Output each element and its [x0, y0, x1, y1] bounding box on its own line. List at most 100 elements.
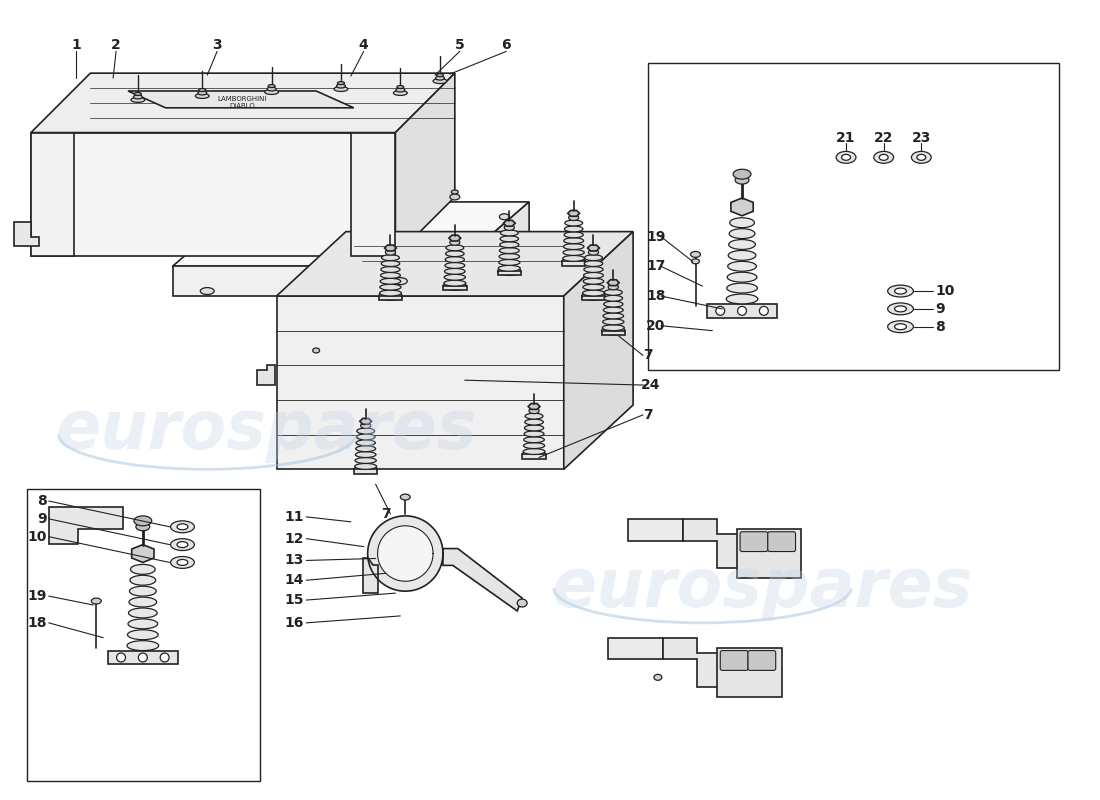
Ellipse shape: [267, 87, 276, 91]
Polygon shape: [454, 202, 529, 296]
Ellipse shape: [917, 154, 926, 160]
Polygon shape: [587, 245, 600, 251]
Ellipse shape: [91, 598, 101, 604]
Polygon shape: [395, 73, 454, 256]
Text: 9: 9: [37, 512, 47, 526]
Ellipse shape: [356, 434, 375, 440]
Ellipse shape: [170, 557, 195, 568]
Polygon shape: [377, 526, 433, 582]
Ellipse shape: [356, 440, 375, 446]
Polygon shape: [737, 529, 802, 578]
Polygon shape: [504, 220, 515, 226]
Ellipse shape: [727, 272, 757, 282]
Text: 22: 22: [873, 130, 893, 145]
Ellipse shape: [382, 254, 399, 261]
Text: 4: 4: [359, 38, 369, 53]
Ellipse shape: [564, 226, 583, 232]
Ellipse shape: [583, 278, 604, 284]
Ellipse shape: [604, 290, 623, 295]
Ellipse shape: [564, 220, 583, 226]
Ellipse shape: [727, 283, 758, 293]
Ellipse shape: [385, 250, 396, 255]
Ellipse shape: [433, 78, 447, 83]
Polygon shape: [276, 296, 564, 470]
Ellipse shape: [500, 236, 518, 242]
Ellipse shape: [504, 225, 515, 230]
Polygon shape: [132, 545, 154, 562]
Text: 10: 10: [28, 530, 47, 544]
Ellipse shape: [128, 619, 157, 629]
Ellipse shape: [437, 74, 443, 77]
Ellipse shape: [894, 288, 906, 294]
Ellipse shape: [134, 516, 152, 526]
Ellipse shape: [499, 248, 519, 254]
Ellipse shape: [733, 170, 751, 179]
Ellipse shape: [444, 262, 465, 269]
Ellipse shape: [381, 273, 400, 278]
Text: 13: 13: [285, 554, 305, 567]
Polygon shape: [256, 366, 275, 385]
Text: 2: 2: [111, 38, 121, 53]
Ellipse shape: [524, 442, 544, 449]
Ellipse shape: [361, 422, 371, 429]
Ellipse shape: [564, 232, 583, 238]
Text: 17: 17: [646, 259, 666, 274]
Polygon shape: [360, 418, 372, 424]
Text: 11: 11: [285, 510, 305, 524]
Ellipse shape: [381, 266, 400, 273]
Bar: [28, 489, 260, 782]
Polygon shape: [443, 549, 522, 611]
Ellipse shape: [653, 674, 662, 680]
Ellipse shape: [692, 259, 700, 264]
Ellipse shape: [894, 306, 906, 312]
Polygon shape: [276, 232, 634, 296]
Ellipse shape: [498, 259, 520, 266]
Ellipse shape: [170, 538, 195, 550]
Ellipse shape: [562, 257, 585, 266]
Polygon shape: [48, 507, 123, 544]
Ellipse shape: [446, 250, 464, 257]
Polygon shape: [608, 638, 663, 659]
Ellipse shape: [602, 326, 625, 335]
Ellipse shape: [879, 154, 888, 160]
Ellipse shape: [139, 653, 147, 662]
Ellipse shape: [129, 597, 156, 607]
Ellipse shape: [584, 266, 603, 273]
Text: LAMBORGHINI: LAMBORGHINI: [217, 96, 266, 102]
Ellipse shape: [563, 244, 584, 250]
Ellipse shape: [497, 267, 521, 275]
Ellipse shape: [378, 292, 403, 300]
Ellipse shape: [584, 254, 603, 261]
Ellipse shape: [446, 245, 464, 250]
Ellipse shape: [583, 290, 604, 296]
Polygon shape: [378, 296, 403, 300]
Ellipse shape: [842, 154, 850, 160]
Bar: [648, 63, 1059, 370]
Ellipse shape: [498, 266, 520, 271]
Ellipse shape: [726, 294, 758, 304]
Ellipse shape: [912, 151, 932, 163]
Polygon shape: [602, 330, 625, 335]
Polygon shape: [108, 650, 177, 665]
Ellipse shape: [451, 190, 459, 194]
Ellipse shape: [355, 446, 375, 452]
Ellipse shape: [529, 408, 539, 414]
Ellipse shape: [130, 575, 156, 586]
Polygon shape: [663, 638, 723, 687]
Ellipse shape: [716, 306, 725, 315]
Polygon shape: [354, 470, 377, 474]
Ellipse shape: [337, 84, 345, 88]
Ellipse shape: [382, 261, 399, 266]
Ellipse shape: [355, 458, 376, 463]
Ellipse shape: [177, 524, 188, 530]
Text: 20: 20: [646, 318, 666, 333]
Polygon shape: [31, 133, 395, 256]
Ellipse shape: [396, 88, 405, 92]
Ellipse shape: [604, 302, 623, 307]
Ellipse shape: [355, 452, 376, 458]
Ellipse shape: [524, 431, 544, 437]
Ellipse shape: [443, 282, 466, 290]
Ellipse shape: [126, 641, 158, 650]
Ellipse shape: [499, 214, 509, 220]
Ellipse shape: [582, 292, 605, 300]
